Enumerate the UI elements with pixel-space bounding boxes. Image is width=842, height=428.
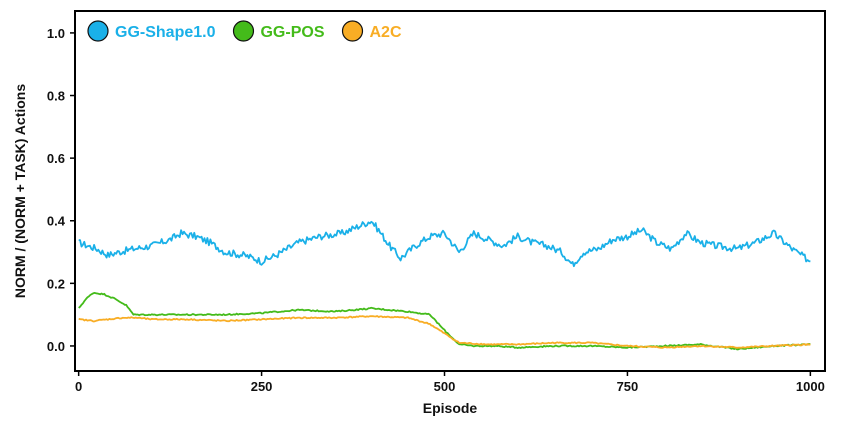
y-axis-title: NORM / (NORM + TASK) Actions (12, 84, 28, 298)
x-tick-label: 250 (251, 379, 273, 394)
legend-label-gg-shape1-0: GG-Shape1.0 (115, 24, 216, 41)
y-axis: 0.0 0.2 0.4 0.6 0.8 1.0 (47, 26, 75, 354)
y-tick-label: 0.0 (47, 339, 65, 354)
legend-marker-gg-shape1-0 (87, 20, 109, 42)
series-layer (78, 220, 811, 351)
legend-label-a2c: A2C (370, 24, 402, 41)
series-line-gg-pos (78, 291, 811, 351)
y-tick-label: 0.4 (47, 214, 66, 229)
x-axis-title: Episode (423, 400, 478, 416)
x-tick-label: 750 (617, 379, 639, 394)
x-tick-label: 0 (75, 379, 82, 394)
x-axis: 0 250 500 750 1000 (75, 371, 825, 394)
legend-marker-gg-pos (232, 20, 255, 42)
y-tick-label: 0.6 (47, 151, 65, 166)
legend-label-gg-pos: GG-POS (260, 24, 324, 41)
y-tick-label: 0.8 (47, 89, 65, 104)
legend-marker-a2c (341, 20, 364, 42)
legend: GG-Shape1.0 GG-POS A2C (87, 20, 402, 42)
y-tick-label: 0.2 (47, 276, 65, 291)
x-tick-label: 500 (434, 379, 456, 394)
y-tick-label: 1.0 (47, 26, 65, 41)
series-line-gg-shape1-0 (78, 220, 811, 268)
x-tick-label: 1000 (796, 379, 825, 394)
series-line-a2c (78, 315, 811, 349)
plot-frame (74, 10, 826, 372)
